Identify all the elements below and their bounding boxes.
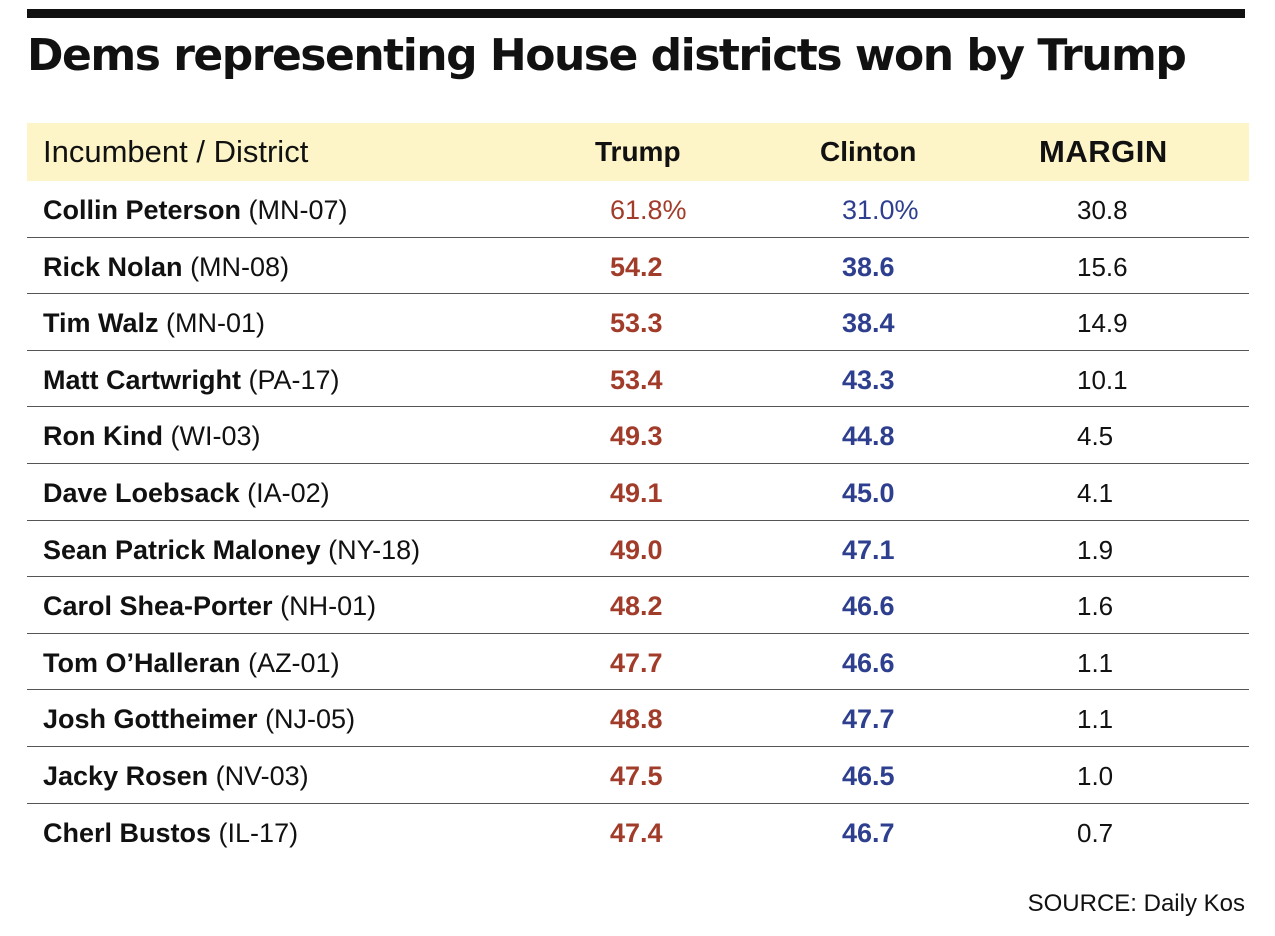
table-row: Tom O’Halleran (AZ-01) 47.7 46.6 1.1	[27, 634, 1249, 691]
district-code: (NJ-05)	[265, 704, 356, 735]
table-header: Incumbent / District Trump Clinton MARGI…	[27, 123, 1249, 181]
table-row: Rick Nolan (MN-08) 54.2 38.6 15.6	[27, 238, 1249, 295]
table-row: Dave Loebsack (IA-02) 49.1 45.0 4.1	[27, 464, 1249, 521]
source-note: SOURCE: Daily Kos	[1027, 890, 1245, 917]
trump-value: 47.5	[610, 760, 663, 791]
margin-value: 10.1	[1077, 364, 1128, 395]
district-code: (MN-07)	[248, 195, 348, 225]
incumbent-cell: Tim Walz (MN-01)	[43, 294, 265, 350]
incumbent-name: Josh Gottheimer	[43, 704, 258, 735]
district-code: (NV-03)	[215, 760, 309, 791]
incumbent-cell: Ron Kind (WI-03)	[43, 407, 261, 463]
table-body: Collin Peterson (MN-07) 61.8% 31.0% 30.8 Ric…	[27, 181, 1249, 859]
header-trump: Trump	[595, 136, 681, 167]
header-clinton: Clinton	[820, 136, 917, 167]
trump-value: 49.3	[610, 421, 663, 452]
clinton-value: 47.7	[842, 704, 895, 735]
table-row: Cherl Bustos (IL-17) 47.4 46.7 0.7	[27, 804, 1249, 860]
margin-value: 4.1	[1077, 477, 1114, 508]
district-code: (MN-01)	[166, 308, 266, 339]
table-row: Carol Shea-Porter (NH-01) 48.2 46.6 1.6	[27, 577, 1249, 634]
incumbent-cell: Dave Loebsack (IA-02)	[43, 464, 330, 520]
table-row: Sean Patrick Maloney (NY-18) 49.0 47.1 1.9	[27, 521, 1249, 578]
incumbent-name: Dave Loebsack	[43, 477, 240, 508]
margin-value: 1.0	[1077, 760, 1114, 791]
clinton-value: 31.0%	[842, 195, 919, 225]
table-row: Tim Walz (MN-01) 53.3 38.4 14.9	[27, 294, 1249, 351]
margin-value: 15.6	[1077, 251, 1128, 282]
trump-value: 49.0	[610, 534, 663, 565]
margin-value: 1.6	[1077, 591, 1114, 622]
table-row: Collin Peterson (MN-07) 61.8% 31.0% 30.8	[27, 181, 1249, 238]
district-code: (WI-03)	[170, 421, 261, 452]
district-code: (NY-18)	[328, 534, 421, 565]
incumbent-cell: Josh Gottheimer (NJ-05)	[43, 690, 355, 746]
incumbent-name: Sean Patrick Maloney	[43, 534, 321, 565]
incumbent-name: Ron Kind	[43, 421, 163, 452]
trump-value: 48.8	[610, 704, 663, 735]
margin-value: 30.8	[1077, 195, 1128, 225]
clinton-value: 46.6	[842, 591, 895, 622]
header-incumbent-district: Incumbent / District	[43, 134, 309, 169]
incumbent-cell: Cherl Bustos (IL-17)	[43, 804, 298, 860]
incumbent-cell: Carol Shea-Porter (NH-01)	[43, 577, 376, 633]
district-code: (IA-02)	[247, 477, 330, 508]
clinton-value: 46.6	[842, 647, 895, 678]
clinton-value: 47.1	[842, 534, 895, 565]
incumbent-cell: Rick Nolan (MN-08)	[43, 238, 289, 294]
incumbent-cell: Sean Patrick Maloney (NY-18)	[43, 521, 420, 577]
incumbent-name: Tim Walz	[43, 308, 159, 339]
margin-value: 1.1	[1077, 647, 1114, 678]
table-row: Josh Gottheimer (NJ-05) 48.8 47.7 1.1	[27, 690, 1249, 747]
trump-value: 53.4	[610, 364, 663, 395]
margin-value: 1.1	[1077, 704, 1114, 735]
district-code: (IL-17)	[218, 817, 299, 848]
clinton-value: 38.4	[842, 308, 895, 339]
incumbent-cell: Jacky Rosen (NV-03)	[43, 747, 309, 803]
incumbent-name: Rick Nolan	[43, 251, 183, 282]
district-code: (AZ-01)	[248, 647, 340, 678]
margin-value: 0.7	[1077, 817, 1114, 848]
clinton-value: 46.5	[842, 760, 895, 791]
district-code: (PA-17)	[248, 364, 340, 395]
margin-value: 4.5	[1077, 421, 1114, 452]
incumbent-name: Collin Peterson	[43, 195, 242, 225]
incumbent-cell: Matt Cartwright (PA-17)	[43, 351, 340, 407]
trump-value: 53.3	[610, 308, 663, 339]
incumbent-name: Carol Shea-Porter	[43, 591, 273, 622]
clinton-value: 38.6	[842, 251, 895, 282]
trump-value: 47.4	[610, 817, 663, 848]
incumbent-name: Matt Cartwright	[43, 364, 241, 395]
incumbent-name: Jacky Rosen	[43, 760, 209, 791]
clinton-value: 45.0	[842, 477, 895, 508]
top-rule	[27, 9, 1245, 18]
chart-title: Dems representing House districts won by…	[27, 30, 1187, 81]
margin-value: 14.9	[1077, 308, 1128, 339]
incumbent-cell: Tom O’Halleran (AZ-01)	[43, 634, 340, 690]
table-row: Ron Kind (WI-03) 49.3 44.8 4.5	[27, 407, 1249, 464]
trump-value: 47.7	[610, 647, 663, 678]
trump-value: 54.2	[610, 251, 663, 282]
trump-value: 48.2	[610, 591, 663, 622]
trump-value: 61.8%	[610, 195, 687, 225]
incumbent-name: Cherl Bustos	[43, 817, 212, 848]
incumbent-cell: Collin Peterson (MN-07)	[43, 181, 348, 237]
table-row: Jacky Rosen (NV-03) 47.5 46.5 1.0	[27, 747, 1249, 804]
district-code: (NH-01)	[280, 591, 377, 622]
header-margin: MARGIN	[1039, 134, 1168, 169]
results-table: Incumbent / District Trump Clinton MARGI…	[27, 123, 1249, 859]
margin-value: 1.9	[1077, 534, 1114, 565]
clinton-value: 46.7	[842, 817, 895, 848]
clinton-value: 44.8	[842, 421, 895, 452]
incumbent-name: Tom O’Halleran	[43, 647, 241, 678]
trump-value: 49.1	[610, 477, 663, 508]
clinton-value: 43.3	[842, 364, 895, 395]
district-code: (MN-08)	[190, 251, 290, 282]
table-row: Matt Cartwright (PA-17) 53.4 43.3 10.1	[27, 351, 1249, 408]
